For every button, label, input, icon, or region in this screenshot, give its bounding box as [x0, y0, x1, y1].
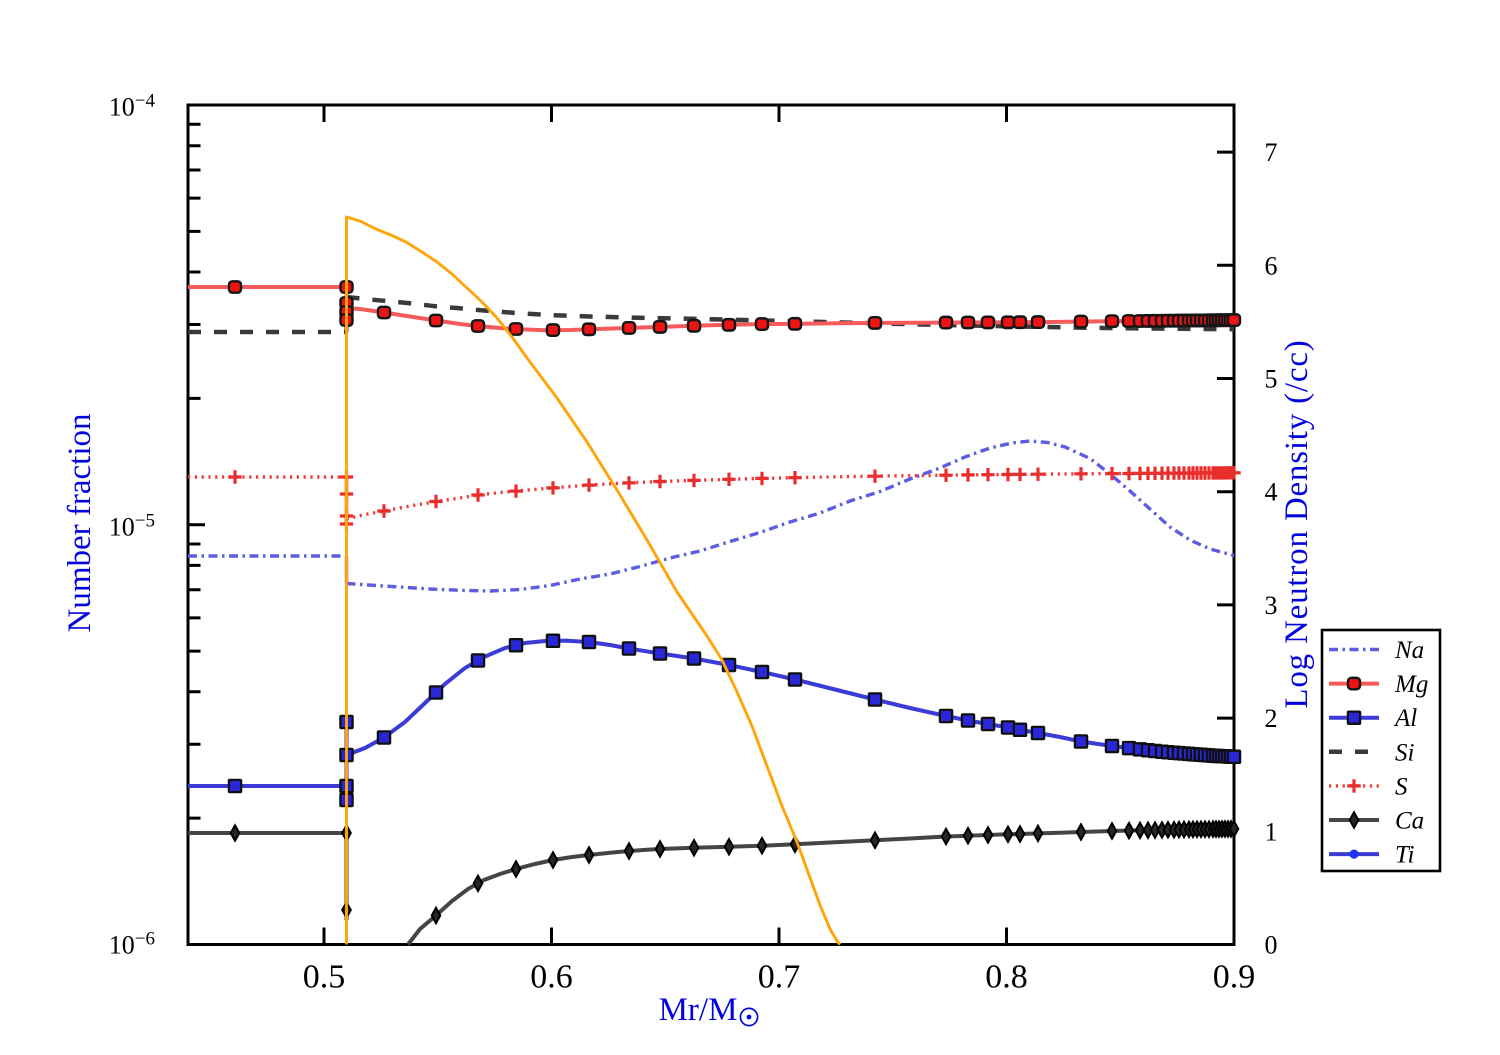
svg-text:Al: Al — [1393, 705, 1417, 732]
svg-text:0.5: 0.5 — [303, 959, 346, 996]
svg-text:Ca: Ca — [1395, 808, 1424, 835]
svg-text:5: 5 — [1265, 365, 1278, 394]
svg-text:0.8: 0.8 — [985, 959, 1028, 996]
svg-text:7: 7 — [1265, 138, 1278, 167]
svg-text:S: S — [1395, 773, 1408, 800]
svg-text:1: 1 — [1265, 817, 1278, 846]
svg-text:Mr/M: Mr/M — [659, 992, 738, 1028]
svg-text:0.9: 0.9 — [1213, 959, 1256, 996]
svg-text:Si: Si — [1395, 739, 1415, 766]
svg-text:0.7: 0.7 — [758, 959, 801, 996]
svg-text:6: 6 — [1265, 251, 1278, 280]
svg-text:Ti: Ti — [1395, 842, 1415, 869]
svg-text:Mg: Mg — [1394, 671, 1428, 698]
svg-text:10−4: 10−4 — [109, 91, 156, 122]
svg-text:Number fraction: Number fraction — [62, 414, 98, 633]
svg-text:Log Neutron Density (/cc): Log Neutron Density (/cc) — [1279, 339, 1315, 708]
svg-text:2: 2 — [1265, 704, 1278, 733]
svg-text:0.6: 0.6 — [530, 959, 573, 996]
svg-text:0: 0 — [1265, 931, 1278, 960]
svg-text:Na: Na — [1394, 637, 1424, 664]
svg-text:4: 4 — [1265, 478, 1278, 507]
svg-text:3: 3 — [1265, 591, 1278, 620]
